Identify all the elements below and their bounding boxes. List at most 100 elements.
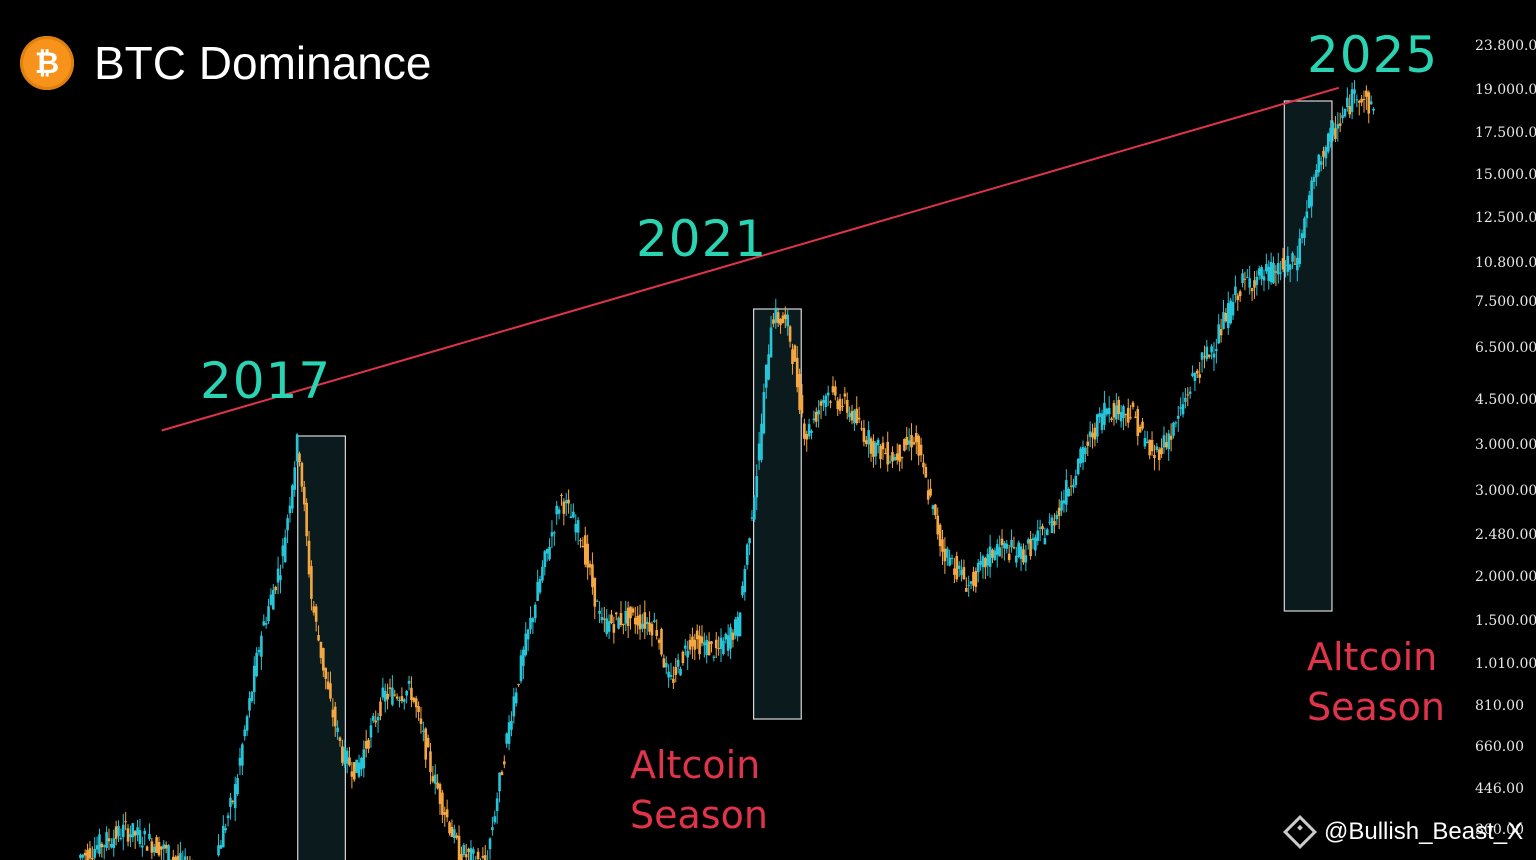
y-tick-label: 15.000.00 (1475, 167, 1536, 183)
candle (405, 689, 408, 704)
candle (757, 432, 761, 470)
candle (1334, 116, 1337, 143)
candle (979, 551, 982, 571)
candle (533, 602, 537, 623)
candle (121, 813, 125, 851)
candle (698, 625, 701, 660)
candle (1234, 275, 1237, 303)
candle (679, 666, 682, 676)
candle (1310, 176, 1313, 218)
candle (1346, 87, 1349, 112)
candle (536, 569, 539, 602)
y-tick-label: 12.500.00 (1475, 210, 1536, 226)
candle (162, 840, 166, 860)
binance-icon (1283, 815, 1317, 849)
candle (581, 537, 585, 548)
candle (993, 547, 997, 561)
candle (655, 619, 659, 640)
candle (1041, 523, 1044, 536)
candle (1317, 153, 1321, 177)
candle (1188, 386, 1192, 399)
candle (1196, 368, 1199, 379)
candle (1129, 404, 1132, 420)
candle (762, 383, 766, 435)
candle (176, 844, 180, 860)
candle (1315, 164, 1318, 187)
candle (619, 601, 623, 628)
candle (526, 628, 530, 652)
candle (884, 448, 887, 455)
candle (319, 641, 323, 664)
candle (981, 554, 985, 579)
candle (1353, 80, 1356, 104)
candle (91, 846, 94, 860)
candle (726, 624, 730, 657)
candle (588, 560, 592, 576)
candle (831, 376, 835, 396)
candle (171, 849, 175, 860)
y-tick-label: 810.00 (1475, 698, 1524, 714)
candle (729, 623, 732, 659)
candle (1110, 416, 1113, 423)
candle (1112, 400, 1116, 426)
candle (541, 560, 544, 583)
candle (231, 799, 235, 805)
candle (657, 637, 661, 650)
candle (1076, 458, 1080, 476)
candle (1069, 475, 1073, 497)
candle (874, 441, 878, 465)
candle (1198, 361, 1201, 384)
candle (367, 738, 370, 754)
season-label-line1: Altcoin (1307, 635, 1438, 679)
candle (1331, 120, 1335, 142)
candle (329, 671, 332, 702)
candle (414, 695, 418, 718)
candle (1184, 388, 1187, 409)
candle (1086, 434, 1090, 457)
candle (469, 840, 473, 860)
candle (667, 664, 670, 688)
candle (1134, 411, 1137, 419)
candle (312, 600, 316, 616)
candle (938, 523, 942, 557)
candle (1296, 245, 1299, 282)
candle (572, 503, 575, 519)
candle (264, 616, 268, 629)
candle (1174, 420, 1178, 428)
candle (155, 835, 158, 854)
candle (1219, 318, 1223, 343)
candle (745, 543, 749, 570)
candle (700, 625, 704, 647)
candle (595, 599, 599, 602)
candle (1167, 429, 1171, 461)
candle (707, 632, 711, 656)
candle (1150, 431, 1154, 456)
candle (586, 534, 589, 580)
candle (924, 463, 928, 478)
candle (791, 343, 794, 375)
candle (1236, 293, 1240, 311)
candle (475, 855, 477, 860)
candle (93, 836, 96, 860)
candle (736, 611, 739, 642)
candle (522, 646, 525, 680)
candle (1088, 421, 1092, 448)
candle (553, 531, 556, 546)
candle (841, 398, 844, 411)
candle (136, 819, 139, 842)
candle (960, 559, 963, 582)
candle (105, 826, 108, 852)
candle (167, 844, 170, 860)
candle (543, 550, 547, 576)
candle (174, 855, 177, 860)
candle (1372, 107, 1375, 115)
candle (288, 496, 292, 523)
candle (114, 820, 118, 846)
candle (1143, 430, 1147, 450)
candle (567, 489, 570, 514)
candle (395, 693, 399, 701)
candle (305, 498, 308, 547)
candle (1207, 354, 1211, 359)
candle (1138, 424, 1142, 433)
candle (650, 621, 654, 647)
